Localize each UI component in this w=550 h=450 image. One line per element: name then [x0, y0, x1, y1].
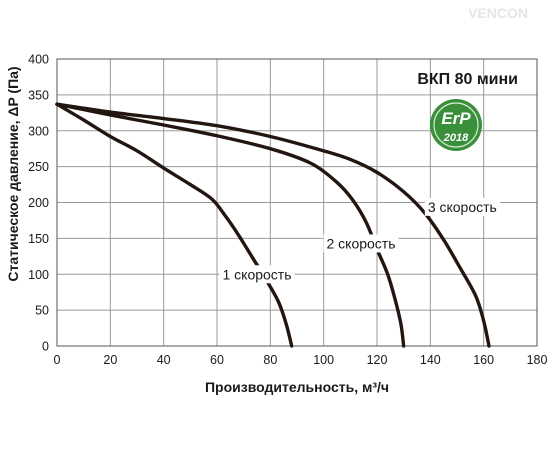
series-line-1: [55, 102, 294, 348]
series-label-background: [424, 197, 500, 216]
series-label-3: 3 скорость: [428, 199, 497, 215]
watermark: VENCON: [468, 5, 528, 21]
x-tick-label: 40: [157, 353, 171, 367]
x-tick-label: 60: [210, 353, 224, 367]
erp-badge: ErP 2018: [430, 99, 482, 151]
series-label-2: 2 скорость: [326, 235, 395, 251]
y-tick-label: 350: [28, 88, 49, 102]
x-tick-label: 80: [263, 353, 277, 367]
y-tick-label: 250: [28, 160, 49, 174]
series-label-background: [323, 234, 399, 253]
x-tick-label: 20: [103, 353, 117, 367]
y-tick-label: 100: [28, 268, 49, 282]
y-tick-label: 150: [28, 232, 49, 246]
axes: 0 20 40 60 80 100 120 140 160 180 0 50 100 150 200 250 3…: [28, 53, 547, 368]
x-tick-label: 120: [367, 353, 388, 367]
x-tick-label: 180: [527, 353, 548, 367]
y-tick-label: 300: [28, 124, 49, 138]
y-tick-label: 0: [42, 340, 49, 354]
erp-badge-text: ErP: [441, 109, 471, 128]
x-axis-title: Производительность, м³/ч: [205, 379, 389, 395]
series-label-background: [219, 265, 295, 284]
series-line-2: [55, 102, 406, 348]
y-axis-title: Статическое давление, ΔP (Па): [5, 66, 21, 281]
x-tick-label: 140: [420, 353, 441, 367]
y-tick-label: 400: [28, 53, 49, 67]
erp-badge-ring: [433, 102, 479, 148]
y-tick-label: 50: [35, 304, 49, 318]
x-tick-label: 100: [313, 353, 334, 367]
series-group: [55, 102, 491, 348]
x-tick-label: 0: [54, 353, 61, 367]
series-label-1: 1 скорость: [222, 266, 291, 282]
erp-badge-circle: [430, 99, 482, 151]
series-line-3: [55, 102, 491, 348]
x-tick-label: 160: [473, 353, 494, 367]
plot-frame: [56, 58, 538, 347]
chart-title: ВКП 80 мини: [417, 71, 518, 88]
erp-badge-year: 2018: [443, 132, 469, 144]
y-tick-label: 200: [28, 196, 49, 210]
annotation-group: 1 скорость 2 скорость 3 скорость: [219, 197, 500, 284]
